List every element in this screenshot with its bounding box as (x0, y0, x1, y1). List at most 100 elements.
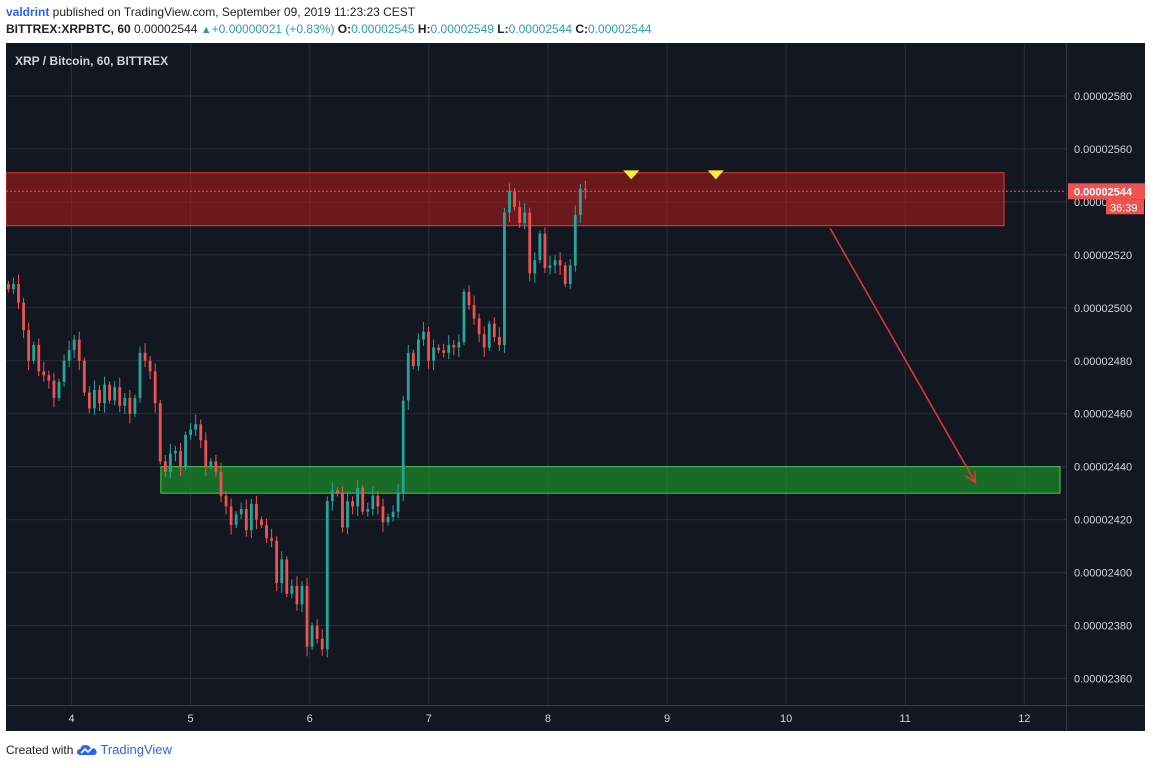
price-tick-label: 0.00002480 (1074, 356, 1132, 368)
candle-body (82, 360, 86, 393)
high-label: H: (417, 22, 431, 36)
candle-body (391, 511, 395, 517)
candle-body (108, 384, 112, 401)
low-label: L: (497, 22, 509, 36)
candle-body (366, 509, 370, 512)
candle-body (93, 389, 96, 409)
candle-body (153, 371, 157, 404)
candle-body (138, 352, 142, 398)
candle-body (22, 302, 25, 331)
candle-body (199, 424, 203, 441)
candle-body (27, 330, 31, 361)
price-tick-label: 0.00002500 (1074, 303, 1132, 315)
candle-body (113, 387, 117, 401)
author-name[interactable]: valdrint (6, 5, 50, 19)
candle-body (427, 331, 430, 361)
footer: Created with TradingView (6, 742, 172, 758)
top-marker-icon (707, 170, 724, 180)
countdown-label: 36:39 (1110, 202, 1138, 214)
candle-body (381, 506, 385, 523)
candle-body (432, 347, 435, 361)
candle-body (396, 493, 400, 512)
candle-body (47, 375, 51, 381)
candle-body (341, 493, 344, 528)
chart-background (6, 43, 1145, 731)
candle-body (457, 342, 461, 348)
candle-body (336, 490, 339, 494)
candle-body (330, 490, 334, 502)
candle-body (563, 265, 567, 284)
candle-body (310, 625, 314, 647)
candle-body (179, 450, 182, 467)
price-tick-label: 0.00002560 (1074, 144, 1132, 156)
candle-body (371, 495, 375, 510)
candle-body (401, 400, 405, 494)
candle-body (260, 519, 263, 525)
candle-body (452, 344, 456, 348)
chart-panel[interactable]: XRP / Bitcoin, 60, BITTREX 0.00002360 0.00… (6, 43, 1145, 731)
tradingview-brand[interactable]: TradingView (100, 742, 172, 757)
support-zone (160, 466, 1061, 494)
candle-body (325, 501, 329, 650)
time-tick-label: 8 (545, 713, 551, 725)
candle-body (133, 397, 137, 414)
candle-body (513, 191, 516, 208)
candle-body (568, 265, 572, 284)
candle-body (411, 352, 415, 367)
price-tick-label: 0.00002520 (1074, 250, 1132, 262)
price-tick-label: 0.00002380 (1074, 621, 1132, 633)
candle-body (98, 389, 101, 404)
candle-body (487, 323, 491, 348)
candle-body (482, 334, 486, 348)
time-tick-label: 12 (1018, 713, 1030, 725)
candle-body (508, 191, 511, 213)
price-tick-label: 0.00002360 (1074, 674, 1132, 686)
candle-body (37, 344, 41, 372)
candle-body (346, 501, 349, 528)
candle-body (17, 283, 20, 303)
last-price-badge (1068, 183, 1145, 200)
candle-body (168, 453, 172, 472)
candle-body (351, 501, 354, 507)
tradingview-cloud-icon (77, 745, 98, 755)
candle-body (234, 514, 238, 525)
candle-body (239, 509, 243, 515)
time-tick-label: 11 (900, 713, 911, 725)
candle-body (472, 305, 476, 319)
candle-body (518, 207, 522, 224)
candle-body (62, 360, 66, 382)
projection-arrow (829, 227, 977, 483)
candle-body (437, 347, 441, 351)
candle-body (553, 260, 557, 266)
candle-body (275, 540, 279, 584)
candle-body (12, 283, 15, 290)
candle-body (249, 503, 253, 531)
candle-body (42, 371, 46, 376)
candle-body (189, 429, 192, 435)
candle-body (416, 339, 420, 367)
candle-body (214, 461, 218, 472)
open-label: O: (337, 22, 352, 36)
candle-body (300, 585, 304, 605)
time-tick-label: 4 (68, 713, 74, 725)
price-tick-label: 0.00002440 (1074, 462, 1132, 474)
candle-body (295, 585, 299, 605)
candle-body (87, 392, 91, 409)
candle-body (158, 403, 162, 462)
symbol-label: BITTREX:XRPBTC, 60 (6, 22, 131, 36)
price-change: +0.00000021 (+0.83%) (211, 22, 335, 36)
candle-body (543, 233, 547, 269)
candle-body (280, 559, 284, 584)
price-tick-label: 0.00002460 (1074, 409, 1132, 421)
candle-body (123, 397, 127, 406)
candle-body (467, 291, 471, 306)
candlestick-chart[interactable]: XRP / Bitcoin, 60, BITTREX 0.00002360 0.00… (6, 43, 1145, 731)
candle-body (422, 331, 425, 340)
candle-body (538, 233, 542, 261)
candle-body (148, 360, 152, 372)
high-value: 0.00002549 (430, 22, 494, 36)
candle-body (265, 524, 268, 539)
arrow-head-icon (965, 470, 977, 485)
candle-body (270, 538, 273, 541)
candle-body (290, 585, 294, 594)
